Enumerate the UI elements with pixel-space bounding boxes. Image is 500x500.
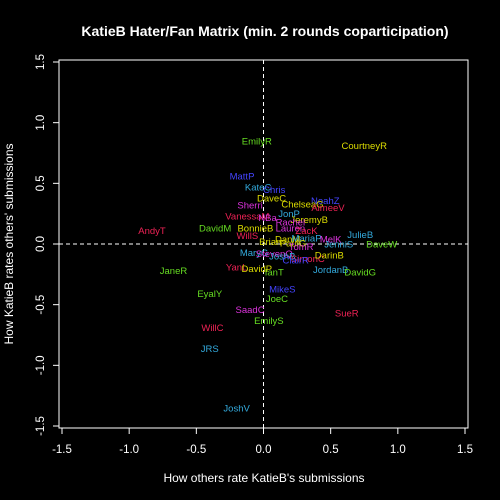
point-label: WillS xyxy=(237,231,259,242)
point-label: ChelseaG xyxy=(281,199,323,210)
point-label: DavidG xyxy=(344,267,376,278)
point-label: DaveW xyxy=(366,240,397,251)
x-tick-label: 1.0 xyxy=(390,444,406,456)
point-label: DavidM xyxy=(199,224,231,235)
point-label: JonP xyxy=(278,209,300,220)
point-label: JeremyB xyxy=(290,215,327,226)
x-tick-label: -1.0 xyxy=(119,444,139,456)
point-label: Rachel xyxy=(276,218,306,229)
point-label: SaadC xyxy=(236,305,265,316)
point-label: MariaP xyxy=(291,233,321,244)
point-label: DanM xyxy=(275,235,300,246)
chart-title: KatieB Hater/Fan Matrix (min. 2 rounds c… xyxy=(81,23,448,39)
y-tick-label: -1.0 xyxy=(35,355,47,375)
point-label: MikeS xyxy=(269,284,295,295)
x-tick-label: 1.5 xyxy=(457,444,473,456)
y-axis-label: How KatieB rates others' submissions xyxy=(2,143,16,344)
y-tick-label: -1.5 xyxy=(35,416,47,436)
point-label: JordanB xyxy=(313,265,348,276)
point-label: CourtneyR xyxy=(342,141,388,152)
y-tick-label: -0.5 xyxy=(35,295,47,315)
point-label: EmilyR xyxy=(242,136,272,147)
point-label: ZacK xyxy=(295,226,318,237)
point-label: MaryG xyxy=(240,248,269,259)
point-label: EmilyS xyxy=(254,316,284,327)
point-label: ClairR xyxy=(283,255,310,266)
y-axis: -1.5 -1.0 -0.5 0.0 0.5 1.0 1.5 xyxy=(35,54,59,436)
point-label: JulieB xyxy=(347,230,373,241)
point-label: PaulG xyxy=(280,238,306,249)
y-tick-label: 1.0 xyxy=(35,115,47,131)
x-tick-label: 0.0 xyxy=(256,444,272,456)
y-tick-label: 0.0 xyxy=(35,236,47,252)
point-label: MelK xyxy=(320,235,342,246)
point-label: JRS xyxy=(201,344,219,355)
point-label: BonnieB xyxy=(237,224,273,235)
point-label: NoahZ xyxy=(311,196,340,207)
point-label: AndyT xyxy=(138,226,166,237)
y-tick-label: 0.5 xyxy=(35,175,47,191)
x-tick-label: 0.5 xyxy=(323,444,339,456)
point-label: JaneR xyxy=(160,266,188,277)
x-axis-label: How others rate KatieB's submissions xyxy=(163,471,364,485)
x-tick-label: -0.5 xyxy=(186,444,206,456)
point-label: VanessaM xyxy=(225,212,269,223)
point-label: YanL xyxy=(226,263,247,274)
point-label: NBa xyxy=(258,213,277,224)
point-label: DarinB xyxy=(315,250,344,261)
point-label: TomR xyxy=(289,242,314,253)
point-label: MattP xyxy=(230,172,255,183)
y-tick-label: 1.5 xyxy=(35,54,47,70)
x-axis: -1.5 -1.0 -0.5 0.0 0.5 1.0 1.5 xyxy=(52,428,473,456)
point-label: Chris xyxy=(263,185,285,196)
point-label: DavidP xyxy=(241,264,272,275)
point-label: KateC xyxy=(245,182,272,193)
point-label: SueR xyxy=(335,309,359,320)
point-label: JoeC xyxy=(266,294,288,305)
point-label: StevenQ xyxy=(256,249,293,260)
point-label: AimeeV xyxy=(311,203,345,214)
point-label: Brian xyxy=(259,237,281,248)
point-label: EyalY xyxy=(197,289,222,300)
point-label: WillC xyxy=(201,323,223,334)
x-tick-label: -1.5 xyxy=(52,444,72,456)
point-label: SimonC xyxy=(291,254,325,265)
point-label: IanT xyxy=(265,267,284,278)
point-label: Sherri xyxy=(237,201,262,212)
point-label: JenniS xyxy=(324,240,353,251)
point-label: DaveC xyxy=(257,193,286,204)
point-label: JoshV xyxy=(223,403,250,414)
point-label: JoshB xyxy=(269,252,295,263)
point-label: Lauren xyxy=(276,224,306,235)
